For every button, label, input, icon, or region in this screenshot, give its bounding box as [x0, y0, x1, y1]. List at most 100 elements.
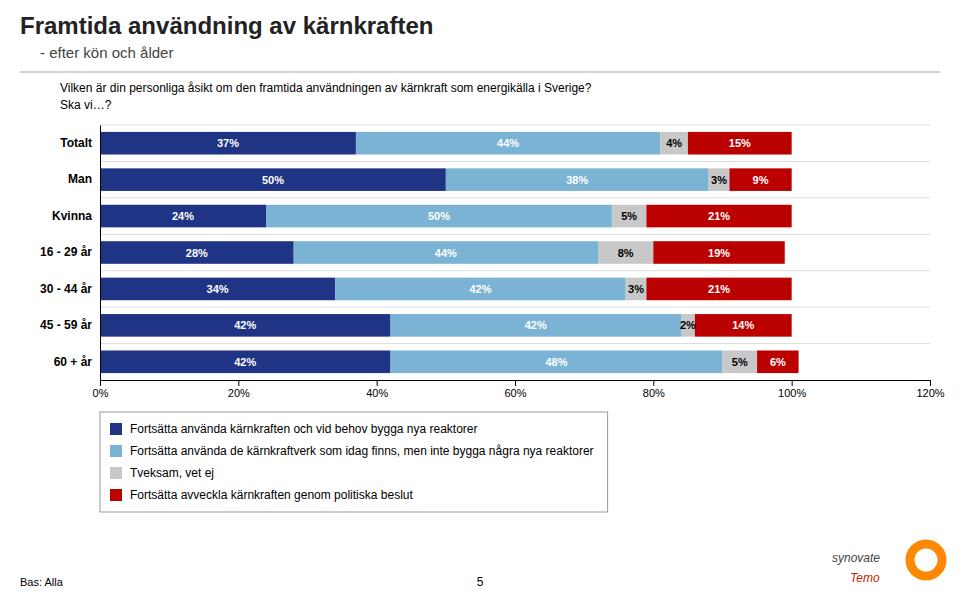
data-label: 4% [666, 137, 682, 149]
tick: 0% [93, 380, 109, 399]
tick: Totalt [60, 136, 100, 150]
question: Ska vi…? [60, 98, 112, 112]
tick-mark [377, 380, 378, 386]
tick: 30 - 44 år [40, 282, 100, 296]
data-label: 6% [770, 356, 786, 368]
bar-segment [646, 205, 791, 228]
data-label: 28% [186, 247, 208, 259]
logo-text: synovate [832, 551, 880, 565]
logo [910, 544, 942, 576]
tick-label: 100% [778, 387, 806, 399]
divider [100, 234, 930, 235]
bar-segment [660, 132, 688, 155]
legend-swatch [110, 423, 122, 435]
tick-mark [930, 380, 931, 386]
data-label: 42% [469, 283, 491, 295]
data-labels: 37%50%24%28%34%42%42%44%38%50%44%42%42%4… [172, 137, 786, 368]
data-label: 42% [234, 356, 256, 368]
category-label: 16 - 29 år [40, 245, 92, 259]
data-label: 37% [217, 137, 239, 149]
legend-label: Tveksam, vet ej [130, 466, 214, 480]
tick-mark [515, 380, 516, 386]
divider [100, 125, 930, 126]
bar-segment [598, 241, 653, 264]
title: Framtida användning av kärnkraften [20, 12, 433, 39]
axis-line [101, 381, 931, 387]
tick-mark [100, 380, 101, 386]
bar-segment [356, 132, 660, 155]
data-label: 21% [708, 283, 730, 295]
bar-segment [729, 168, 791, 191]
divider [100, 307, 930, 308]
legend-label: Fortsätta avveckla kärnkraften genom pol… [130, 488, 413, 502]
footer: Bas: Alla [20, 576, 64, 588]
bar-segment [709, 168, 730, 191]
category-label: Kvinna [52, 209, 92, 223]
data-label: 2% [680, 319, 696, 331]
data-label: 15% [729, 137, 751, 149]
tick: Kvinna [52, 209, 100, 223]
data-label: 42% [234, 319, 256, 331]
bar-segment [391, 350, 723, 373]
axis-line [100, 126, 101, 381]
data-label: 24% [172, 210, 194, 222]
legend-swatch [110, 445, 122, 457]
bar-segment [294, 241, 598, 264]
tick-label: 20% [228, 387, 250, 399]
data-label: 48% [545, 356, 567, 368]
bar-segment [626, 278, 647, 301]
tick: 16 - 29 år [40, 245, 100, 259]
bar-segment [612, 205, 647, 228]
tick: 45 - 59 år [40, 318, 100, 332]
legend: Fortsätta använda kärnkraften och vid be… [100, 412, 608, 512]
data-label: 42% [525, 319, 547, 331]
legend-label: Fortsätta använda de kärnkraftverk som i… [130, 444, 594, 458]
y-axis: Totalt Man Kvinna 16 - 29 år 30 - 44 år 45 - … [40, 126, 101, 381]
tick-mark [238, 380, 239, 386]
tick: 100% [778, 380, 806, 399]
bar-segment [335, 278, 625, 301]
category-label: 60 + år [54, 355, 93, 369]
legend-label: Fortsätta använda kärnkraften och vid be… [130, 422, 478, 436]
logo-text: Temo [850, 571, 880, 585]
tick: 40% [366, 380, 388, 399]
data-label: 5% [732, 356, 748, 368]
category-label: 45 - 59 år [40, 318, 92, 332]
tick-label: 80% [643, 387, 665, 399]
bar-segment [446, 168, 709, 191]
tick-label: 120% [916, 387, 944, 399]
bar-segment [100, 350, 391, 373]
bar-segment [757, 350, 799, 373]
tick: 20% [228, 380, 250, 399]
data-label: 3% [628, 283, 644, 295]
category-label: Man [68, 172, 92, 186]
legend-swatch [110, 467, 122, 479]
x-axis: 0%20%40%60%80%100%120% [93, 380, 945, 399]
tick: 80% [643, 380, 665, 399]
tick-label: 0% [93, 387, 109, 399]
legend-swatch [110, 489, 122, 501]
tick: 120% [916, 380, 944, 399]
legend-box [100, 412, 608, 512]
bar-segment [100, 205, 266, 228]
bar-segment [100, 168, 446, 191]
data-label: 3% [711, 174, 727, 186]
data-label: 8% [618, 247, 634, 259]
tick-label: 40% [366, 387, 388, 399]
tick: Man [68, 172, 100, 186]
tick-mark [653, 380, 654, 386]
data-label: 19% [708, 247, 730, 259]
category-label: 30 - 44 år [40, 282, 92, 296]
data-label: 21% [708, 210, 730, 222]
page-number: 5 [477, 575, 484, 589]
tick-mark [792, 380, 793, 386]
data-label: 5% [621, 210, 637, 222]
dividers [100, 125, 930, 344]
divider [100, 197, 930, 198]
data-label: 44% [497, 137, 519, 149]
question: Vilken är din personliga åsikt om den fr… [60, 81, 592, 95]
bar-segment [100, 314, 391, 337]
bar-segment [646, 278, 791, 301]
tick: 60 + år [54, 355, 100, 369]
data-label: 38% [566, 174, 588, 186]
